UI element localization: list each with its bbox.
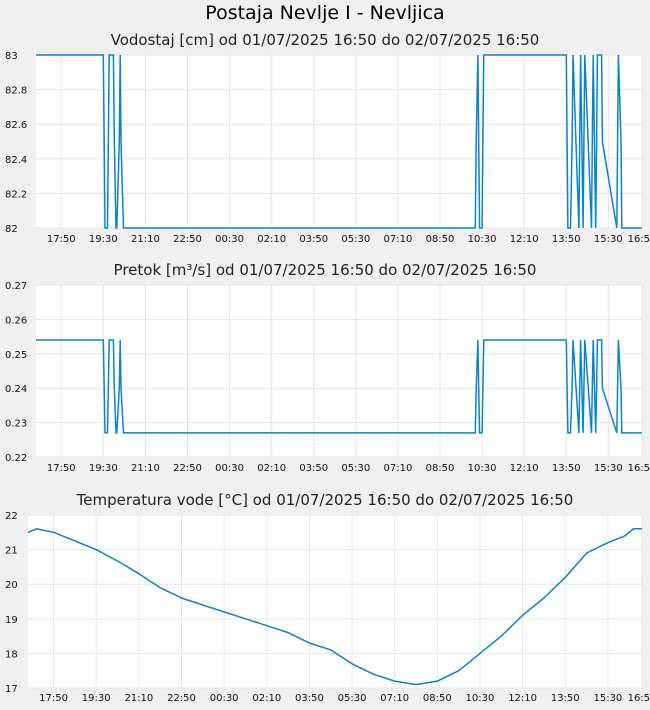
x-tick-label: 02:10	[257, 463, 286, 474]
x-tick-label: 10:30	[468, 234, 497, 245]
x-tick-label: 21:10	[131, 463, 160, 474]
x-tick-label: 02:10	[257, 234, 286, 245]
series-line	[36, 54, 642, 229]
y-tick-label: 83	[5, 51, 18, 62]
x-tick-label: 19:30	[82, 693, 111, 704]
y-tick-label: 82.8	[5, 86, 27, 97]
x-tick-label: 15:30	[594, 234, 623, 245]
x-tick-label: 05:30	[341, 463, 370, 474]
x-tick-label: 22:50	[173, 234, 202, 245]
y-tick-label: 0.22	[5, 453, 27, 464]
x-tick-label: 22:50	[173, 463, 202, 474]
x-tick-label: 19:30	[89, 463, 118, 474]
x-tick-label: 17:50	[47, 463, 76, 474]
x-tick-label: 16:50	[628, 234, 650, 245]
x-tick-label: 03:50	[299, 234, 328, 245]
x-tick-label: 05:30	[338, 693, 367, 704]
x-tick-label: 16:50	[628, 693, 650, 704]
y-tick-label: 0.23	[5, 419, 27, 430]
x-tick-label: 10:30	[468, 463, 497, 474]
x-tick-label: 00:30	[210, 693, 239, 704]
chart-title: Pretok [m³/s] od 01/07/2025 16:50 do 02/…	[114, 261, 537, 279]
y-tick-label: 19	[5, 615, 18, 626]
y-tick-label: 82.4	[5, 155, 27, 166]
x-tick-label: 03:50	[299, 463, 328, 474]
y-tick-label: 21	[5, 546, 18, 557]
y-tick-label: 0.26	[5, 315, 27, 326]
x-tick-label: 00:30	[215, 234, 244, 245]
chart-title: Temperatura vode [°C] od 01/07/2025 16:5…	[76, 491, 574, 509]
y-tick-label: 20	[5, 580, 18, 591]
chart-discharge: Pretok [m³/s] od 01/07/2025 16:50 do 02/…	[5, 261, 650, 474]
x-tick-label: 21:10	[131, 234, 160, 245]
x-tick-label: 17:50	[39, 693, 68, 704]
y-tick-label: 82.6	[5, 120, 27, 131]
x-tick-label: 07:10	[384, 234, 413, 245]
x-tick-label: 15:30	[594, 463, 623, 474]
plot-area	[36, 55, 642, 228]
y-tick-label: 82	[5, 224, 18, 235]
x-tick-label: 13:50	[552, 234, 581, 245]
series-line	[36, 339, 642, 434]
x-tick-label: 07:10	[380, 693, 409, 704]
x-tick-label: 12:10	[510, 463, 539, 474]
series-line	[27, 528, 642, 686]
x-tick-label: 12:10	[510, 234, 539, 245]
x-tick-label: 15:30	[593, 693, 622, 704]
x-tick-label: 08:50	[426, 234, 455, 245]
page-title: Postaja Nevlje I - Nevljica	[205, 2, 445, 24]
y-tick-label: 17	[5, 684, 18, 695]
x-tick-label: 02:10	[252, 693, 281, 704]
y-tick-label: 82.2	[5, 189, 27, 200]
x-tick-label: 19:30	[89, 234, 118, 245]
x-tick-label: 00:30	[215, 463, 244, 474]
x-tick-label: 13:50	[552, 463, 581, 474]
x-tick-label: 16:50	[628, 463, 650, 474]
chart-water-level: Vodostaj [cm] od 01/07/2025 16:50 do 02/…	[5, 31, 650, 245]
chart-water-temperature: Temperatura vode [°C] od 01/07/2025 16:5…	[5, 491, 650, 704]
x-tick-label: 10:30	[466, 693, 495, 704]
chart-title: Vodostaj [cm] od 01/07/2025 16:50 do 02/…	[111, 31, 540, 49]
x-tick-label: 21:10	[124, 693, 153, 704]
x-tick-label: 17:50	[47, 234, 76, 245]
y-tick-label: 0.25	[5, 350, 27, 361]
y-tick-label: 0.27	[5, 281, 27, 292]
y-tick-label: 18	[5, 649, 18, 660]
x-tick-label: 13:50	[551, 693, 580, 704]
x-tick-label: 08:50	[423, 693, 452, 704]
x-tick-label: 12:10	[508, 693, 537, 704]
x-tick-label: 08:50	[426, 463, 455, 474]
plot-area	[28, 515, 642, 688]
y-tick-label: 0.24	[5, 384, 27, 395]
x-tick-label: 03:50	[295, 693, 324, 704]
y-tick-label: 22	[5, 511, 18, 522]
x-tick-label: 22:50	[167, 693, 196, 704]
plot-area	[36, 285, 642, 457]
x-tick-label: 07:10	[384, 463, 413, 474]
x-tick-label: 05:30	[341, 234, 370, 245]
